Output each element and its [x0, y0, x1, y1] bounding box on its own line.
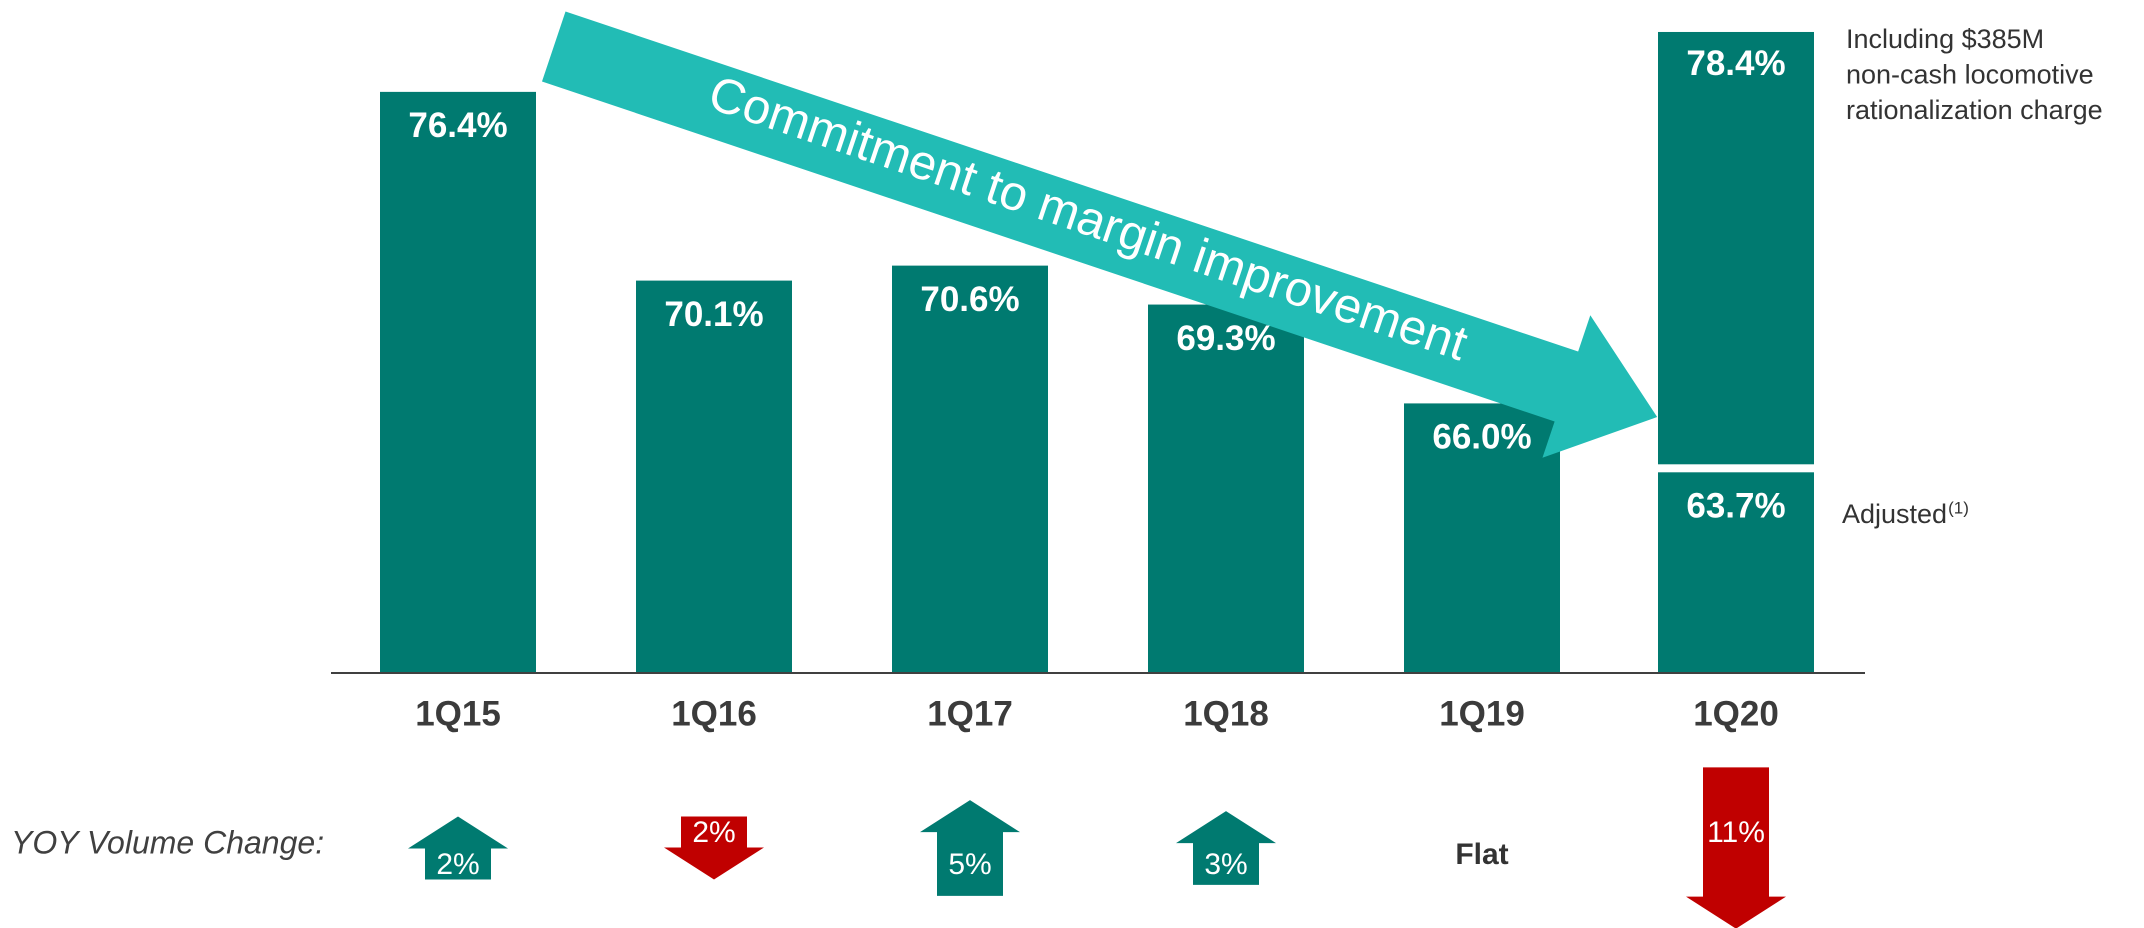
volume-arrow [1686, 767, 1786, 928]
note-line: Including $385M [1846, 24, 2044, 54]
volume-arrow [1176, 811, 1276, 885]
value-label: 70.1% [664, 295, 763, 334]
value-label: 70.6% [920, 280, 1019, 319]
bar [892, 265, 1048, 673]
volume-value-label: 3% [1204, 848, 1247, 881]
x-tick-label: 1Q18 [1183, 694, 1269, 733]
x-tick-label: 1Q16 [671, 694, 757, 733]
volume-label: YOY Volume Change: [11, 824, 324, 860]
bar [1404, 403, 1560, 673]
volume-flat: Flat [1455, 838, 1508, 871]
value-label: 78.4% [1686, 44, 1785, 83]
adjusted-footnote: (1) [1948, 498, 1969, 517]
bar [1658, 472, 1814, 673]
volume-arrow [664, 816, 764, 880]
bar-reported [1658, 31, 1814, 465]
volume-value-label: 11% [1707, 816, 1765, 849]
volume-value-label: 5% [948, 848, 991, 881]
bars [380, 31, 1814, 673]
value-label: 66.0% [1432, 418, 1531, 457]
x-tick-label: 1Q19 [1439, 694, 1525, 733]
note-line: rationalization charge [1846, 95, 2103, 125]
x-tick-label: 1Q20 [1693, 694, 1779, 733]
volume-value-label: 2% [692, 816, 735, 849]
bar [380, 91, 536, 673]
bar [1148, 304, 1304, 673]
note-line: non-cash locomotive [1846, 60, 2094, 90]
volume-value-label: 2% [436, 848, 479, 881]
x-tick-label: 1Q17 [927, 694, 1013, 733]
trend-arrow-text: Commitment to margin improvement [702, 65, 1474, 371]
x-tick-label: 1Q15 [415, 694, 501, 733]
volume-arrow [408, 816, 508, 880]
value-label: 69.3% [1176, 319, 1275, 358]
bar [636, 280, 792, 673]
volume-arrow [920, 800, 1020, 896]
trend-arrow [541, 11, 1658, 458]
value-label: 63.7% [1686, 487, 1785, 526]
value-label: 76.4% [408, 106, 507, 145]
adjusted-label: Adjusted [1842, 499, 1947, 529]
